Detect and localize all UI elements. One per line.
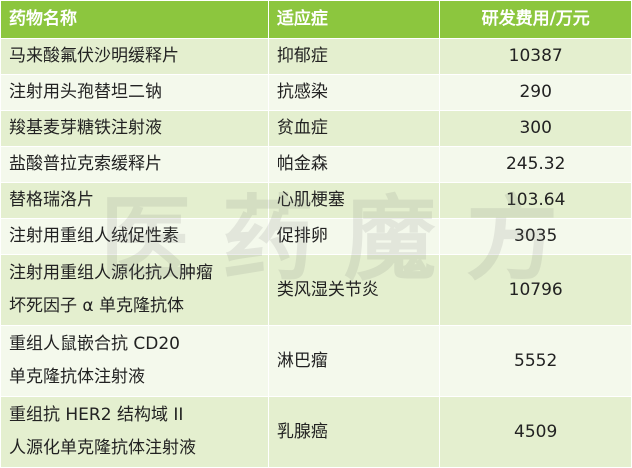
table-row: 注射用重组人绒促性素 促排卵 3035 [0, 218, 632, 255]
cell-text: 注射用头孢替坦二钠 [9, 82, 162, 102]
table-cell: 290 [439, 74, 632, 111]
table-cell: 促排卵 [267, 218, 441, 255]
table-cell: 重组抗 HER2 结构域 II 人源化单克隆抗体注射液 [0, 396, 269, 468]
cell-text: 盐酸普拉克索缓释片 [9, 154, 162, 174]
table-row: 盐酸普拉克索缓释片 帕金森 245.32 [0, 146, 632, 183]
cell-text: 坏死因子 α 单克隆抗体 [9, 296, 185, 316]
table-row: 重组人鼠嵌合抗 CD20 单克隆抗体注射液 淋巴瘤 5552 [0, 325, 632, 397]
table-row: 重组抗 HER2 结构域 II 人源化单克隆抗体注射液 乳腺癌 4509 [0, 396, 632, 468]
cell-text: 重组人鼠嵌合抗 CD20 [9, 334, 180, 354]
cell-text: 3035 [514, 226, 558, 246]
table-cell: 盐酸普拉克索缓释片 [0, 146, 269, 183]
cell-text: 290 [519, 82, 552, 102]
cell-text: 单克隆抗体注射液 [9, 367, 145, 387]
cell-text: 245.32 [505, 154, 566, 174]
table-body: 马来酸氟伏沙明缓释片 抑郁症 10387 注射用头孢替坦二钠 抗感染 290 羧基麦芽糖铁注… [0, 38, 632, 468]
cell-text: 10796 [508, 279, 563, 300]
cell-text: 替格瑞洛片 [9, 190, 94, 210]
cell-text: 淋巴瘤 [276, 350, 328, 371]
cell-text: 10387 [508, 46, 563, 66]
cell-text: 重组抗 HER2 结构域 II [9, 405, 184, 425]
table-cell: 马来酸氟伏沙明缓释片 [0, 38, 269, 75]
table-cell: 贫血症 [267, 110, 441, 147]
table-cell: 注射用头孢替坦二钠 [0, 74, 269, 111]
table-cell: 类风湿关节炎 [267, 254, 441, 326]
cell-text: 5552 [514, 350, 558, 371]
table-cell: 帕金森 [267, 146, 441, 183]
table-cell: 淋巴瘤 [267, 325, 441, 397]
cell-text: 人源化单克隆抗体注射液 [9, 438, 196, 458]
cell-text: 贫血症 [276, 118, 328, 138]
cell-text: 300 [519, 118, 552, 138]
table-row: 注射用重组人源化抗人肿瘤 坏死因子 α 单克隆抗体 类风湿关节炎 10796 [0, 254, 632, 326]
table-cell: 103.64 [439, 182, 632, 219]
cell-text: 帕金森 [276, 154, 328, 174]
cell-text: 抑郁症 [276, 46, 328, 66]
table-row: 羧基麦芽糖铁注射液 贫血症 300 [0, 110, 632, 147]
cell-text: 心肌梗塞 [276, 190, 345, 210]
table-cell: 10796 [439, 254, 632, 326]
table-cell: 乳腺癌 [267, 396, 441, 468]
table-cell: 羧基麦芽糖铁注射液 [0, 110, 269, 147]
cell-text: 乳腺癌 [276, 421, 328, 442]
header-cell: 药物名称 [0, 0, 269, 39]
table-cell: 3035 [439, 218, 632, 255]
cell-text: 促排卵 [276, 226, 328, 246]
table-cell: 抗感染 [267, 74, 441, 111]
table-row: 注射用头孢替坦二钠 抗感染 290 [0, 74, 632, 111]
header-cell: 研发费用/万元 [439, 0, 632, 39]
cell-text: 注射用重组人源化抗人肿瘤 [9, 263, 213, 283]
cell-text: 马来酸氟伏沙明缓释片 [9, 46, 179, 66]
cell-text: 103.64 [505, 190, 566, 210]
table-row: 马来酸氟伏沙明缓释片 抑郁症 10387 [0, 38, 632, 75]
table-cell: 10387 [439, 38, 632, 75]
table-cell: 4509 [439, 396, 632, 468]
cell-text: 注射用重组人绒促性素 [9, 226, 179, 246]
table-cell: 注射用重组人绒促性素 [0, 218, 269, 255]
table-cell: 替格瑞洛片 [0, 182, 269, 219]
cell-text: 抗感染 [276, 82, 328, 102]
table-cell: 注射用重组人源化抗人肿瘤 坏死因子 α 单克隆抗体 [0, 254, 269, 326]
table-cell: 5552 [439, 325, 632, 397]
cell-text: 4509 [514, 421, 558, 442]
header-row: 药物名称 适应症 研发费用/万元 [0, 0, 632, 39]
table-cell: 重组人鼠嵌合抗 CD20 单克隆抗体注射液 [0, 325, 269, 397]
table-cell: 300 [439, 110, 632, 147]
table-row: 替格瑞洛片 心肌梗塞 103.64 [0, 182, 632, 219]
cell-text: 羧基麦芽糖铁注射液 [9, 118, 162, 138]
header-cell: 适应症 [267, 0, 441, 39]
table-cell: 心肌梗塞 [267, 182, 441, 219]
cell-text: 类风湿关节炎 [276, 279, 379, 300]
table-cell: 抑郁症 [267, 38, 441, 75]
table-cell: 245.32 [439, 146, 632, 183]
